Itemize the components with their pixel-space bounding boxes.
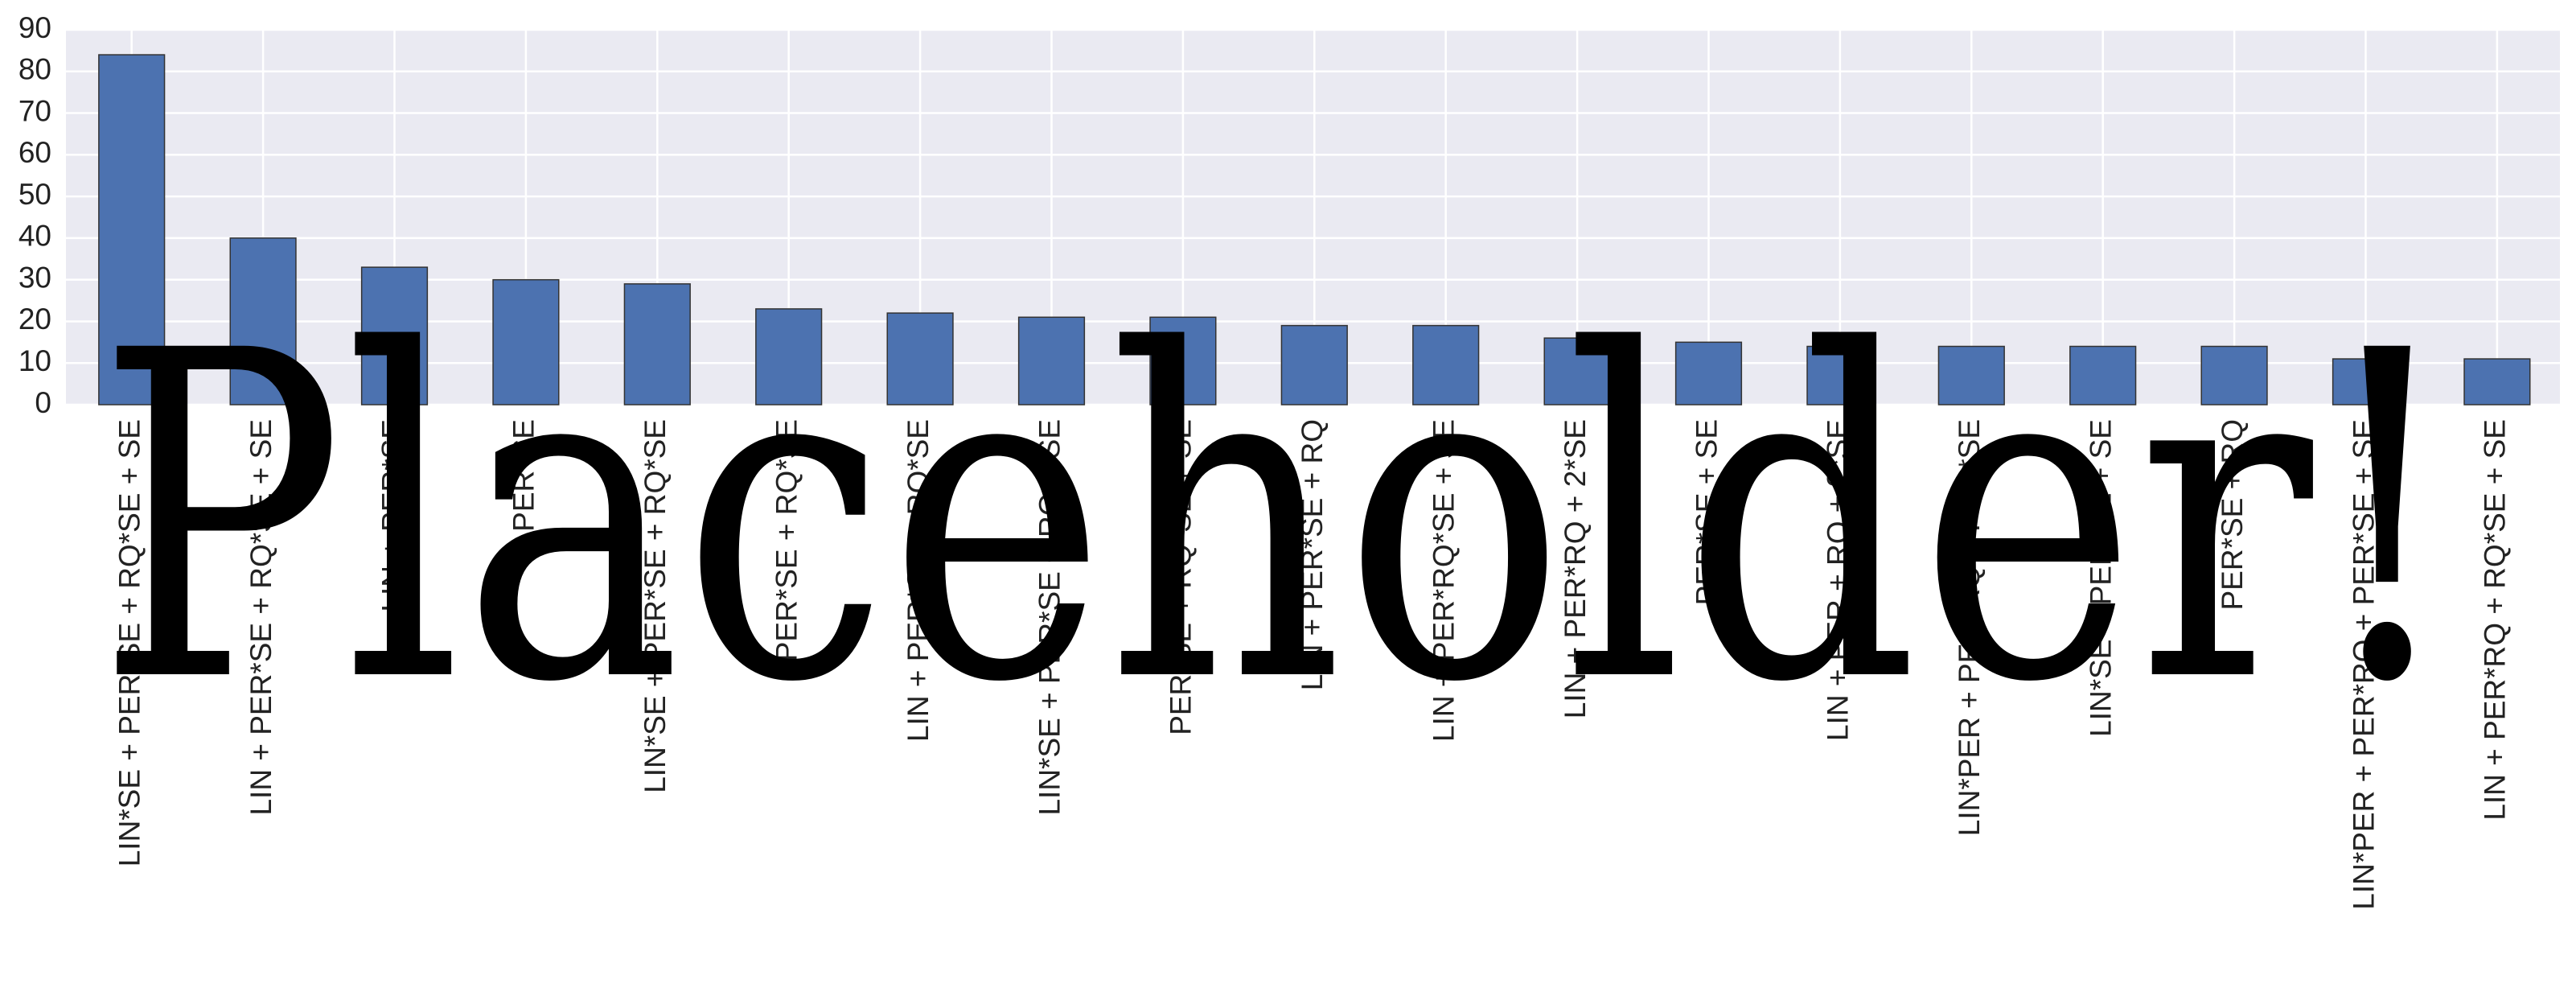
x-tick-label: PER*SE + RQ <box>2216 419 2249 611</box>
y-tick-label: 10 <box>18 344 51 377</box>
bar <box>98 54 166 405</box>
x-tick-label: LIN + PER*SE <box>376 419 409 612</box>
y-tick-label: 0 <box>35 386 51 419</box>
x-tick-label: LIN*PER + PER*RQ + PER*SE + SE <box>2347 419 2380 910</box>
x-tick-label: PER*SE <box>507 419 540 532</box>
x-tick-label: LIN + PER*SE + RQ <box>1296 419 1329 690</box>
x-tick-label: LIN + PER*SE + RQ*SE + SE <box>244 419 277 816</box>
y-tick-label: 70 <box>18 94 51 127</box>
x-tick-label: LIN*SE + PER*SE + RQ*SE + SE <box>113 419 146 867</box>
x-tick-label: LIN + PER*SE + RQ*SE <box>902 419 935 742</box>
y-tick-label: 50 <box>18 178 51 211</box>
x-tick-label: PER*SE + RQ*SE <box>770 419 803 661</box>
bar <box>623 283 691 405</box>
bar <box>1937 345 2005 405</box>
bar <box>2069 345 2137 405</box>
x-tick-label: LIN*SE + PER*SE + SE <box>2084 419 2117 737</box>
x-tick-label: PER*SE + RQ*SE + SE <box>1165 419 1198 735</box>
x-tick-label: LIN + PER*RQ + RQ*SE + SE <box>2479 419 2512 821</box>
y-tick-label: 60 <box>18 136 51 169</box>
placeholder-overlay: Placeholder! <box>97 257 2461 781</box>
bar <box>755 308 823 405</box>
bar <box>492 278 560 405</box>
y-tick-label: 30 <box>18 261 51 294</box>
x-tick-label: LIN*SE + PER*SE + RQ*SE <box>639 419 672 793</box>
x-tick-label: PER*SE + SE <box>1690 419 1723 605</box>
bar <box>1543 337 1611 405</box>
bar <box>1806 345 1874 405</box>
x-tick-label: LIN + PER + RQ + 2*SE <box>1822 419 1855 741</box>
bar <box>886 312 954 405</box>
bar <box>2332 358 2400 405</box>
x-tick-label: LIN + PER*RQ*SE + SE <box>1427 419 1460 742</box>
bar <box>360 266 429 405</box>
bar <box>2463 358 2531 405</box>
bar <box>1017 316 1086 405</box>
y-tick-label: 40 <box>18 220 51 253</box>
bar <box>1412 324 1480 405</box>
y-tick-label: 80 <box>18 53 51 86</box>
y-tick-label: 20 <box>18 303 51 336</box>
x-tick-label: LIN*PER + PER*RQ + PER*SE <box>1953 419 1986 836</box>
x-tick-label: LIN + PER*RQ + 2*SE <box>1559 419 1592 718</box>
bar <box>2200 345 2268 405</box>
bar <box>1280 324 1348 405</box>
x-tick-label: LIN*SE + PER*SE + RQ + SE <box>1033 419 1066 816</box>
y-tick-label: 90 <box>18 11 51 44</box>
bar <box>1674 341 1743 405</box>
bar <box>229 237 297 405</box>
bar <box>1149 316 1217 405</box>
